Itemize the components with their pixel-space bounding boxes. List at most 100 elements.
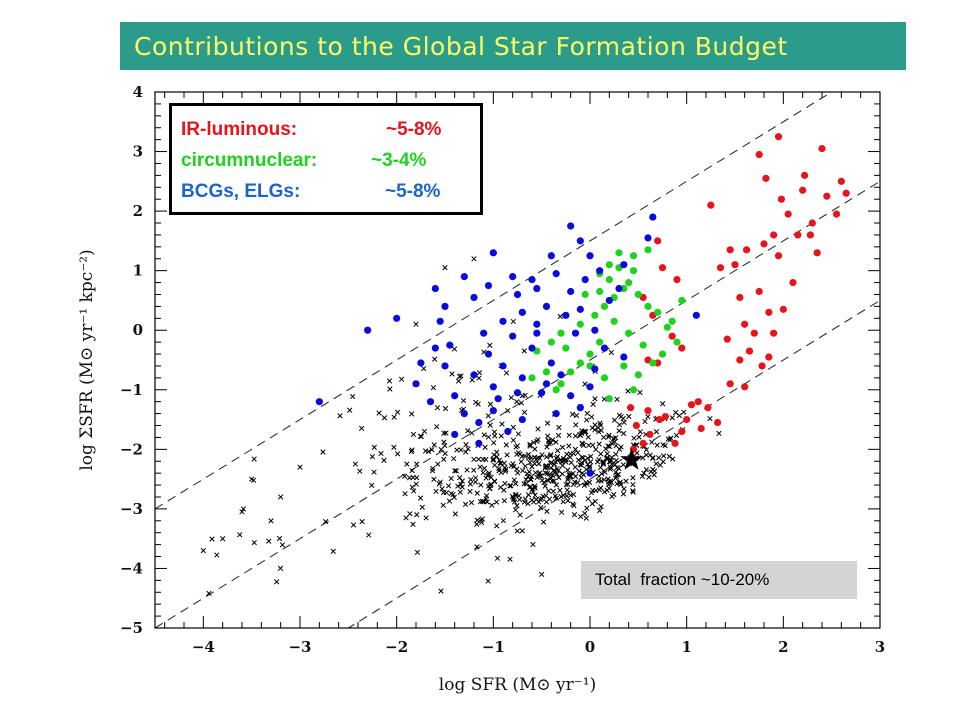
normal-galaxy-point	[206, 590, 212, 597]
normal-galaxy-point	[500, 517, 507, 524]
ir-luminous-point	[726, 380, 734, 388]
normal-galaxy-point	[371, 444, 377, 450]
normal-galaxy-point	[491, 478, 498, 484]
normal-galaxy-point	[532, 485, 538, 491]
ir-luminous-point	[799, 186, 807, 194]
normal-galaxy-point	[612, 461, 618, 468]
normal-galaxy-point	[598, 422, 604, 429]
bcgs-elgs-point	[596, 267, 604, 275]
bcgs-elgs-point	[513, 290, 522, 299]
normal-galaxy-point	[419, 504, 425, 510]
normal-galaxy-point	[274, 579, 280, 585]
normal-galaxy-point	[581, 482, 588, 488]
normal-galaxy-point	[467, 488, 473, 495]
normal-galaxy-point	[394, 451, 401, 457]
normal-galaxy-point	[463, 441, 469, 448]
normal-galaxy-point	[209, 536, 215, 542]
bcgs-elgs-point	[315, 398, 323, 406]
normal-galaxy-point	[639, 473, 646, 479]
normal-galaxy-point	[623, 478, 629, 484]
legend-row-circumnuclear: circumnuclear: ~3-4%	[181, 145, 480, 176]
normal-galaxy-point	[598, 427, 604, 434]
bcgs-elgs-point	[600, 344, 609, 352]
normal-galaxy-point	[544, 477, 551, 483]
normal-galaxy-point	[441, 456, 447, 462]
normal-galaxy-point	[616, 428, 622, 434]
normal-galaxy-point	[673, 432, 680, 439]
normal-galaxy-point	[484, 499, 490, 505]
normal-galaxy-point	[478, 482, 484, 488]
normal-galaxy-point	[409, 447, 415, 453]
normal-galaxy-point	[410, 521, 416, 527]
ir-luminous-point	[723, 335, 731, 343]
normal-galaxy-point	[220, 536, 226, 542]
normal-galaxy-point	[598, 451, 604, 457]
normal-galaxy-point	[583, 515, 589, 521]
normal-galaxy-point	[251, 456, 257, 462]
normal-galaxy-point	[533, 496, 540, 502]
bcgs-elgs-point	[571, 329, 580, 337]
normal-galaxy-point	[239, 509, 245, 515]
normal-galaxy-point	[497, 484, 504, 490]
normal-galaxy-point	[573, 412, 580, 419]
normal-galaxy-point	[483, 475, 489, 481]
normal-galaxy-point	[517, 512, 523, 518]
normal-galaxy-point	[408, 411, 415, 417]
normal-galaxy-point	[490, 456, 497, 462]
normal-galaxy-point	[620, 430, 627, 437]
normal-galaxy-point	[413, 481, 419, 487]
normal-galaxy-point	[508, 483, 514, 489]
ir-luminous-point	[750, 329, 758, 337]
normal-galaxy-point	[521, 409, 528, 416]
normal-galaxy-point	[544, 444, 550, 450]
ir-luminous-point	[716, 264, 725, 272]
normal-galaxy-point	[620, 462, 627, 468]
normal-galaxy-point	[446, 498, 453, 504]
reference-line	[155, 92, 833, 510]
y-tick-label: −1	[120, 381, 143, 399]
normal-galaxy-point	[613, 474, 620, 480]
bcgs-elgs-point	[509, 332, 517, 340]
circumnuclear-point	[610, 317, 618, 325]
bcgs-elgs-point	[620, 261, 628, 269]
ir-luminous-point	[639, 439, 647, 447]
circumnuclear-point	[629, 386, 638, 394]
normal-galaxy-point	[513, 491, 519, 498]
y-tick-label: 2	[133, 202, 143, 220]
normal-galaxy-point	[434, 405, 441, 411]
bcgs-elgs-point	[364, 326, 372, 334]
y-tick-label: 0	[133, 321, 143, 339]
normal-galaxy-point	[592, 396, 598, 402]
normal-galaxy-point	[376, 410, 382, 416]
bcgs-elgs-point	[393, 314, 401, 322]
normal-galaxy-point	[457, 489, 463, 495]
normal-galaxy-point	[614, 396, 620, 403]
normal-galaxy-point	[536, 461, 542, 467]
normal-galaxy-point	[575, 450, 581, 456]
normal-galaxy-point	[432, 356, 438, 362]
normal-galaxy-point	[441, 439, 447, 445]
normal-galaxy-point	[575, 457, 582, 463]
normal-galaxy-point	[605, 434, 612, 440]
normal-galaxy-point	[593, 446, 599, 453]
ir-luminous-point	[704, 404, 712, 412]
normal-galaxy-point	[496, 468, 502, 474]
circumnuclear-point	[528, 374, 536, 382]
normal-galaxy-point	[514, 503, 520, 509]
star-marker	[620, 448, 643, 470]
normal-galaxy-point	[474, 544, 480, 550]
normal-galaxy-point	[563, 481, 569, 488]
normal-galaxy-point	[485, 578, 491, 584]
bcgs-elgs-point	[412, 380, 420, 388]
normal-galaxy-point	[525, 455, 532, 461]
normal-galaxy-point	[505, 407, 511, 414]
circumnuclear-point	[625, 278, 633, 287]
ir-luminous-point	[794, 231, 802, 239]
ir-luminous-point	[707, 201, 715, 209]
normal-galaxy-point	[454, 447, 460, 453]
normal-galaxy-point	[613, 457, 619, 464]
normal-galaxy-point	[443, 489, 450, 496]
normal-galaxy-point	[350, 393, 356, 400]
normal-galaxy-point	[643, 467, 649, 473]
normal-galaxy-point	[598, 504, 604, 510]
